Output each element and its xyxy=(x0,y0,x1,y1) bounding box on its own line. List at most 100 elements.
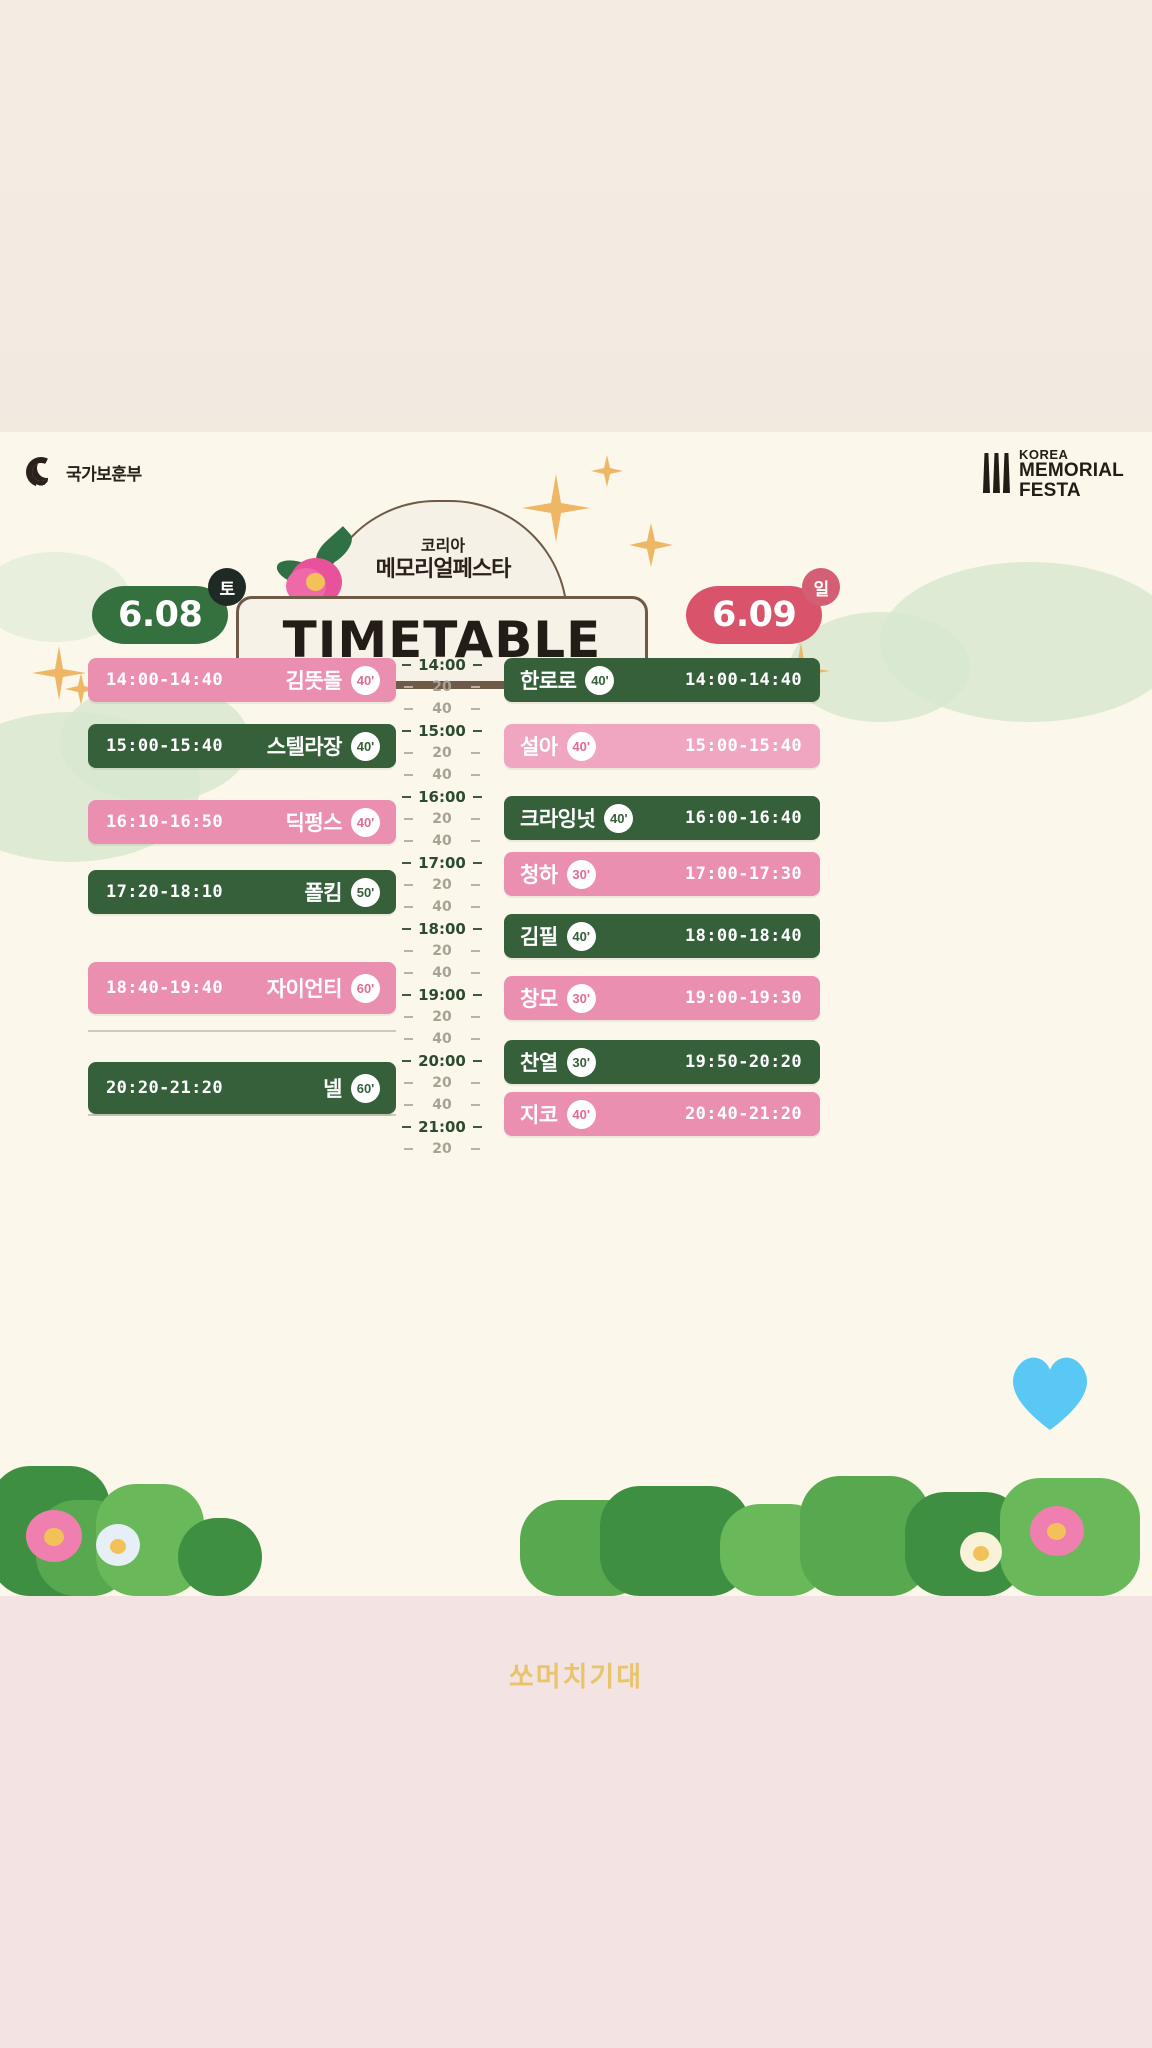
schedule-row[interactable]: 17:20-18:10 폴킴 50' xyxy=(88,870,396,914)
monument-icon xyxy=(982,448,1010,493)
tick-label: 40 xyxy=(432,965,452,981)
tick-dash xyxy=(404,1082,413,1084)
schedule-row[interactable]: 김필 40' 18:00-18:40 xyxy=(504,914,820,958)
axis-tick: 20 xyxy=(396,678,488,696)
tick-dash xyxy=(472,862,482,864)
cloud-decoration xyxy=(790,612,970,722)
blue-heart-icon xyxy=(1005,1350,1095,1434)
tick-dash xyxy=(471,752,480,754)
schedule-row[interactable]: 20:20-21:20 넬 60' xyxy=(88,1062,396,1114)
schedule-row[interactable]: 15:00-15:40 스텔라장 40' xyxy=(88,724,396,768)
flower-center xyxy=(44,1528,64,1546)
tick-label: 20 xyxy=(432,1075,452,1091)
row-duration: 40' xyxy=(566,731,596,761)
row-duration: 40' xyxy=(566,1099,596,1129)
axis-tick: 14:00 xyxy=(396,656,488,674)
tick-label: 40 xyxy=(432,833,452,849)
axis-tick: 20 xyxy=(396,1074,488,1092)
row-artist: 크라잉넛 xyxy=(520,808,596,831)
schedule-row[interactable]: 창모 30' 19:00-19:30 xyxy=(504,976,820,1020)
schedule-row[interactable]: 지코 40' 20:40-21:20 xyxy=(504,1092,820,1136)
axis-tick: 16:00 xyxy=(396,788,488,806)
sparkle-icon xyxy=(520,472,592,544)
schedule-row[interactable]: 찬열 30' 19:50-20:20 xyxy=(504,1040,820,1084)
schedule-row[interactable]: 14:00-14:40 김뜻돌 40' xyxy=(88,658,396,702)
tick-dash xyxy=(471,1104,480,1106)
schedule-row[interactable]: 설아 40' 15:00-15:40 xyxy=(504,724,820,768)
festival-logo: KOREA MEMORIAL FESTA xyxy=(982,448,1124,500)
row-time: 16:10-16:50 xyxy=(106,812,223,832)
schedule-row[interactable]: 청하 30' 17:00-17:30 xyxy=(504,852,820,896)
tick-dash xyxy=(402,730,412,732)
date-badge-day2-weekday: 일 xyxy=(802,568,841,606)
axis-tick: 20:00 xyxy=(396,1052,488,1070)
title-sign: 코리아 메모리얼페스타 TIMETABLE xyxy=(236,500,648,684)
schedule-row[interactable]: 한로로 40' 14:00-14:40 xyxy=(504,658,820,702)
taegeuk-icon xyxy=(26,457,56,487)
row-artist: 지코 xyxy=(520,1104,558,1127)
tick-label: 20 xyxy=(432,1009,452,1025)
row-time: 14:00-14:40 xyxy=(685,670,802,690)
flower-center xyxy=(973,1546,989,1561)
top-background xyxy=(0,0,1152,432)
schedule-row[interactable]: 18:40-19:40 자이언티 60' xyxy=(88,962,396,1014)
row-time: 15:00-15:40 xyxy=(106,736,223,756)
tick-dash xyxy=(404,884,413,886)
tick-dash xyxy=(471,774,480,776)
tick-label: 15:00 xyxy=(418,722,466,740)
sparkle-icon xyxy=(64,672,98,706)
date-badge-day1[interactable]: 6.08 토 xyxy=(75,568,247,648)
axis-tick: 40 xyxy=(396,766,488,784)
tick-dash xyxy=(402,664,412,666)
axis-tick: 40 xyxy=(396,964,488,982)
row-time: 20:40-21:20 xyxy=(685,1104,802,1124)
ground-decoration xyxy=(0,1466,1152,1596)
axis-tick: 15:00 xyxy=(396,722,488,740)
tick-dash xyxy=(404,1016,413,1018)
schedule-row[interactable]: 16:10-16:50 딕펑스 40' xyxy=(88,800,396,844)
tick-dash xyxy=(471,686,480,688)
government-logo-label: 국가보훈부 xyxy=(66,464,142,484)
date-badge-day2[interactable]: 6.09 일 xyxy=(669,568,841,648)
tick-dash xyxy=(472,928,482,930)
tick-dash xyxy=(471,1082,480,1084)
government-logo: 국가보훈부 xyxy=(26,457,142,487)
row-divider xyxy=(88,1030,396,1032)
tick-dash xyxy=(472,796,482,798)
tick-label: 16:00 xyxy=(418,788,466,806)
tick-label: 20:00 xyxy=(418,1052,466,1070)
tick-dash xyxy=(404,818,413,820)
bottom-background xyxy=(0,1596,1152,2048)
row-artist: 창모 xyxy=(520,988,558,1011)
row-duration: 50' xyxy=(351,877,380,907)
row-duration: 40' xyxy=(566,921,596,951)
row-duration: 40' xyxy=(351,731,380,761)
tick-dash xyxy=(472,730,482,732)
tick-label: 40 xyxy=(432,701,452,717)
sparkle-icon xyxy=(590,454,624,488)
row-duration: 60' xyxy=(351,973,380,1003)
row-duration: 40' xyxy=(351,665,380,695)
tick-label: 20 xyxy=(432,1141,452,1157)
flower-center xyxy=(110,1539,126,1554)
timetable-poster: 국가보훈부 KOREA MEMORIAL FESTA xyxy=(0,432,1152,1596)
row-artist: 한로로 xyxy=(520,670,577,693)
tick-dash xyxy=(472,1126,482,1128)
row-artist: 딕펑스 xyxy=(285,812,343,835)
axis-tick: 20 xyxy=(396,1008,488,1026)
tick-label: 20 xyxy=(432,745,452,761)
row-time: 15:00-15:40 xyxy=(685,736,802,756)
row-artist: 김필 xyxy=(520,926,558,949)
tick-dash xyxy=(404,774,413,776)
tick-dash xyxy=(404,950,413,952)
schedule-row[interactable]: 크라잉넛 40' 16:00-16:40 xyxy=(504,796,820,840)
festival-logo-text: KOREA MEMORIAL FESTA xyxy=(1019,448,1124,500)
date-badge-day1-weekday: 토 xyxy=(208,568,247,606)
tick-dash xyxy=(472,1060,482,1062)
tick-dash xyxy=(402,796,412,798)
tick-dash xyxy=(404,1038,413,1040)
tick-label: 40 xyxy=(432,899,452,915)
tick-dash xyxy=(404,1148,413,1150)
axis-tick: 18:00 xyxy=(396,920,488,938)
flower-center xyxy=(1047,1523,1066,1540)
